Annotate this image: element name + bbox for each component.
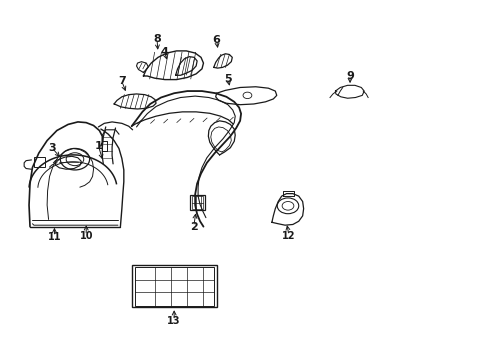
Text: 9: 9 bbox=[346, 71, 354, 81]
Text: 6: 6 bbox=[213, 35, 220, 45]
Text: 4: 4 bbox=[160, 46, 169, 57]
Text: 2: 2 bbox=[190, 222, 197, 231]
Text: 12: 12 bbox=[282, 231, 296, 240]
Text: 11: 11 bbox=[48, 232, 61, 242]
Text: 3: 3 bbox=[48, 143, 56, 153]
Bar bbox=[192, 197, 203, 210]
Text: 8: 8 bbox=[153, 35, 161, 44]
Text: 7: 7 bbox=[118, 76, 126, 86]
Text: 10: 10 bbox=[79, 231, 93, 240]
Bar bbox=[190, 195, 205, 211]
Text: 5: 5 bbox=[224, 74, 232, 84]
Bar bbox=[132, 265, 217, 307]
Bar bbox=[34, 157, 45, 167]
Bar bbox=[135, 267, 214, 306]
Text: 1: 1 bbox=[95, 141, 102, 151]
Text: 13: 13 bbox=[168, 316, 181, 325]
